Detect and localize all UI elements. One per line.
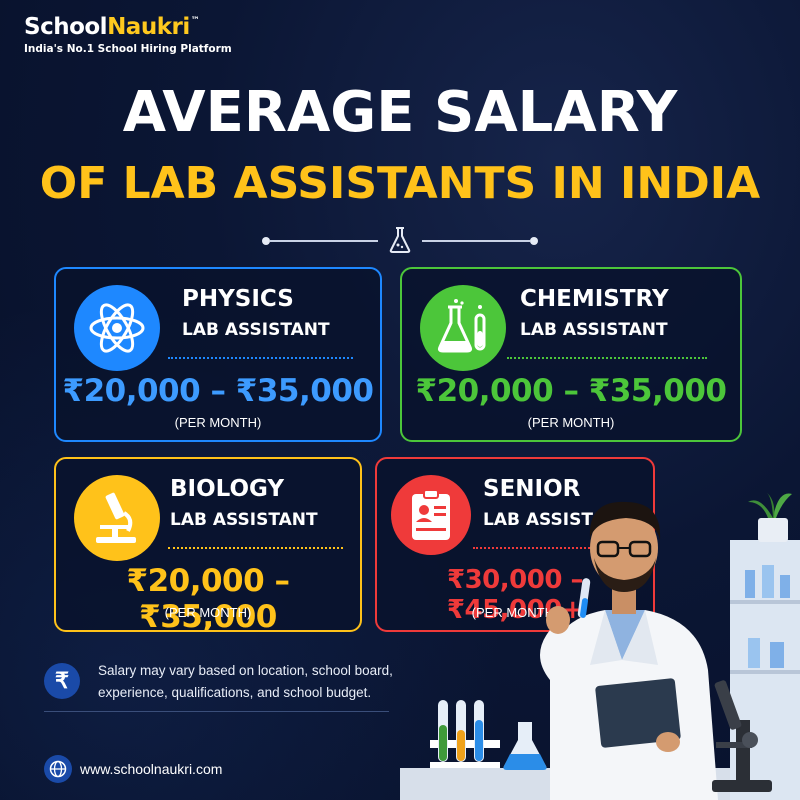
hair	[589, 501, 661, 540]
note-divider	[44, 711, 389, 712]
globe-icon	[44, 755, 72, 783]
card-chemistry: CHEMISTRY LAB ASSISTANT ₹20,000 – ₹35,00…	[400, 267, 742, 442]
plant-pot	[758, 518, 788, 542]
small-flask-icon	[389, 227, 411, 253]
card-title: SENIOR	[483, 476, 581, 502]
card-salary: ₹30,000 – ₹45,000+	[446, 565, 584, 625]
card-dotted-divider	[507, 357, 707, 359]
rupee-icon: ₹	[44, 663, 80, 699]
headline-line2: OF LAB ASSISTANTS IN INDIA	[39, 158, 761, 209]
chemistry-icon-circle	[420, 285, 506, 371]
test-tube	[577, 578, 591, 618]
card-dotted-divider	[168, 357, 353, 359]
clipboard	[595, 678, 681, 748]
lab-assistant-illustration	[400, 492, 800, 800]
headline-divider	[262, 226, 538, 254]
card-title: BIOLOGY	[170, 476, 285, 502]
website-link[interactable]: www.schoolnaukri.com	[80, 761, 223, 777]
card-dotted-divider	[168, 547, 343, 549]
card-salary: ₹20,000 – ₹35,000	[126, 563, 291, 635]
brand-logo[interactable]: SchoolNaukri™ India's No.1 School Hiring…	[24, 14, 232, 55]
trademark: ™	[190, 16, 200, 26]
brand-name: SchoolNaukri™	[24, 14, 232, 40]
divider-dot-left	[262, 237, 270, 245]
card-period: (PER MONTH)	[174, 415, 262, 430]
divider-dot-right	[530, 237, 538, 245]
card-biology: BIOLOGY LAB ASSISTANT ₹20,000 – ₹35,000 …	[54, 457, 362, 635]
microscope	[712, 780, 772, 792]
card-title: PHYSICS	[182, 286, 294, 312]
salary-disclaimer: Salary may vary based on location, schoo…	[98, 663, 393, 700]
microscope-icon	[96, 492, 136, 543]
senior-icon-circle	[391, 475, 471, 555]
card-subtitle: LAB ASSISTANT	[170, 510, 318, 530]
biology-icon-circle	[74, 475, 160, 561]
physics-icon-circle	[74, 285, 160, 371]
flask-icon	[437, 299, 486, 353]
card-period: (PER MONTH)	[527, 415, 615, 430]
card-period: (PER MONTH)	[471, 605, 559, 620]
card-physics: PHYSICS LAB ASSISTANT ₹20,000 – ₹35,000 …	[54, 267, 382, 442]
card-subtitle: LAB ASSISTANT	[182, 320, 330, 340]
brand-name-school: School	[24, 14, 108, 40]
card-salary: ₹20,000 – ₹35,000	[415, 373, 727, 409]
card-period: (PER MONTH)	[164, 605, 252, 620]
card-title: CHEMISTRY	[520, 286, 669, 312]
card-dotted-divider	[473, 547, 633, 549]
divider-line-left	[270, 240, 378, 242]
card-salary: ₹20,000 – ₹35,000	[62, 373, 374, 409]
card-senior: SENIOR LAB ASSISTANT ₹30,000 – ₹45,000+ …	[375, 457, 655, 632]
atom-icon	[89, 303, 145, 353]
divider-line-right	[422, 240, 530, 242]
card-subtitle: LAB ASSISTANT	[520, 320, 668, 340]
headline-line1: AVERAGE SALARY	[122, 80, 678, 145]
brand-name-naukri: Naukri	[107, 14, 190, 40]
brand-tagline: India's No.1 School Hiring Platform	[24, 43, 232, 55]
id-badge-icon	[412, 489, 450, 540]
